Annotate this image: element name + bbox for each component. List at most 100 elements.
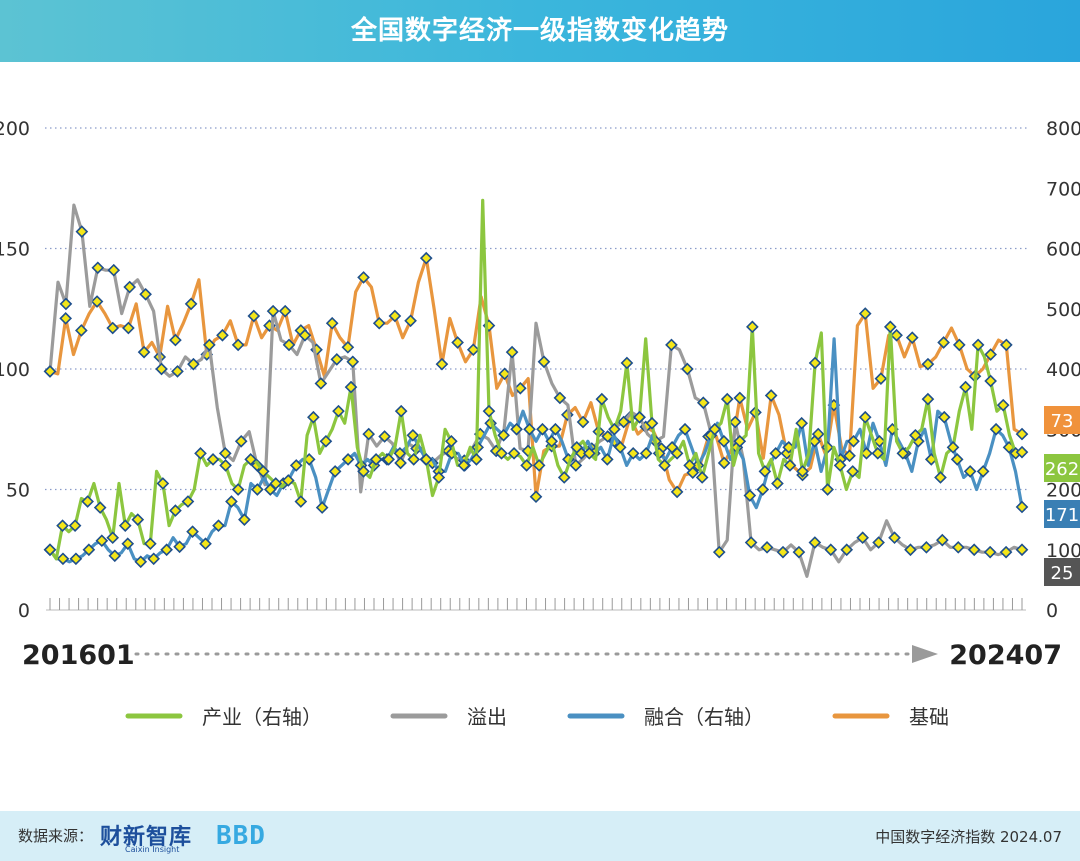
series-point-2 [406, 428, 420, 442]
series-point-0 [144, 537, 157, 551]
series-point-1 [553, 391, 567, 405]
series-point-2 [56, 552, 70, 566]
series-point-3 [952, 338, 966, 352]
series-point-3 [1015, 427, 1029, 441]
series-point-2 [341, 453, 355, 466]
series-point-2 [289, 459, 303, 472]
series-point-0 [808, 356, 822, 370]
series-point-2 [989, 422, 1003, 436]
series-point-3 [404, 314, 417, 328]
series-point-0 [633, 410, 646, 424]
series-point-0 [482, 404, 496, 418]
series-point-3 [372, 316, 386, 330]
series-point-1 [824, 543, 838, 557]
series-point-3 [466, 343, 480, 357]
series-point-2 [225, 495, 238, 508]
series-point-0 [332, 404, 345, 418]
series-point-0 [746, 320, 759, 334]
series-point-1 [266, 304, 280, 318]
series-point-3 [106, 321, 120, 335]
series-point-2 [873, 434, 886, 448]
series-point-3 [388, 309, 402, 323]
series-point-0 [921, 392, 935, 406]
series-point-2 [756, 483, 770, 496]
source-label: 数据来源： [18, 827, 94, 845]
series-point-3 [278, 304, 292, 318]
series-point-0 [307, 410, 320, 424]
series-point-1 [234, 434, 248, 448]
series-point-1 [840, 543, 854, 557]
series-point-2 [976, 465, 990, 478]
series-point-2 [536, 422, 549, 436]
series-point-2 [238, 513, 251, 526]
series-line-1 [48, 203, 1023, 578]
footer: 数据来源： 财新智库 Caixin Insight BBD 中国数字经济指数 2… [0, 811, 1080, 861]
series-point-2 [963, 465, 977, 478]
series-point-3 [999, 338, 1013, 352]
series-point-0 [131, 513, 145, 526]
series-point-2 [199, 537, 212, 551]
series-point-2 [173, 540, 186, 554]
series-point-1 [712, 545, 726, 559]
series-point-3 [75, 324, 88, 337]
series-point-2 [134, 555, 148, 569]
series-point-2 [95, 534, 109, 548]
series-point-0 [294, 495, 308, 508]
series-point-1 [951, 541, 965, 554]
series-point-3 [137, 345, 151, 359]
series-point-0 [93, 501, 107, 514]
series-point-0 [194, 447, 207, 460]
end-value-label: 25 [1051, 563, 1074, 584]
series-point-0 [833, 459, 847, 472]
bbd-logo: BBD [216, 821, 266, 851]
series-point-2 [121, 537, 135, 551]
series-point-2 [315, 501, 329, 514]
series-point-2 [251, 483, 264, 496]
series-point-0 [821, 483, 834, 496]
series-point-0 [620, 356, 634, 370]
series-point-3 [921, 357, 935, 371]
series-point-1 [872, 536, 885, 549]
series-point-0 [169, 504, 182, 517]
series-point-0 [520, 459, 533, 472]
series-point-0 [181, 495, 195, 508]
series-point-0 [470, 453, 483, 466]
series-point-1 [378, 430, 391, 443]
series-point-2 [743, 489, 757, 502]
series-point-1 [696, 396, 710, 410]
series-point-3 [858, 307, 872, 320]
series-point-1 [155, 362, 168, 376]
end-value-box [1044, 454, 1080, 482]
series-point-1 [665, 338, 678, 352]
series-point-1 [171, 365, 184, 378]
series-point-1 [107, 263, 121, 277]
series-point-3 [325, 316, 339, 330]
series-point-2 [950, 453, 964, 466]
series-point-0 [256, 465, 270, 478]
series-point-1 [537, 355, 551, 369]
series-point-1 [983, 545, 997, 559]
series-point-2 [678, 422, 692, 436]
legend-label: 产业（右轴） [202, 705, 322, 729]
series-point-1 [314, 377, 328, 390]
right-axis-tick-label: 0 [1046, 600, 1058, 622]
series-point-1 [282, 338, 296, 352]
series-point-3 [184, 297, 198, 311]
series-point-2 [108, 549, 122, 563]
series-point-3 [905, 331, 919, 345]
series-point-0 [394, 404, 408, 418]
series-point-1 [187, 357, 200, 371]
series-point-1 [681, 362, 694, 376]
series-point-1 [728, 415, 742, 429]
end-value-box [1044, 500, 1080, 528]
series-point-3 [513, 381, 527, 395]
series-point-0 [883, 320, 897, 334]
series-point-1 [330, 353, 344, 366]
series-point-2 [82, 543, 96, 557]
series-point-0 [959, 380, 972, 394]
series-point-1 [298, 328, 312, 342]
series-point-0 [81, 495, 94, 508]
series-point-3 [169, 333, 182, 347]
series-point-0 [708, 422, 722, 436]
series-point-1 [601, 430, 615, 443]
